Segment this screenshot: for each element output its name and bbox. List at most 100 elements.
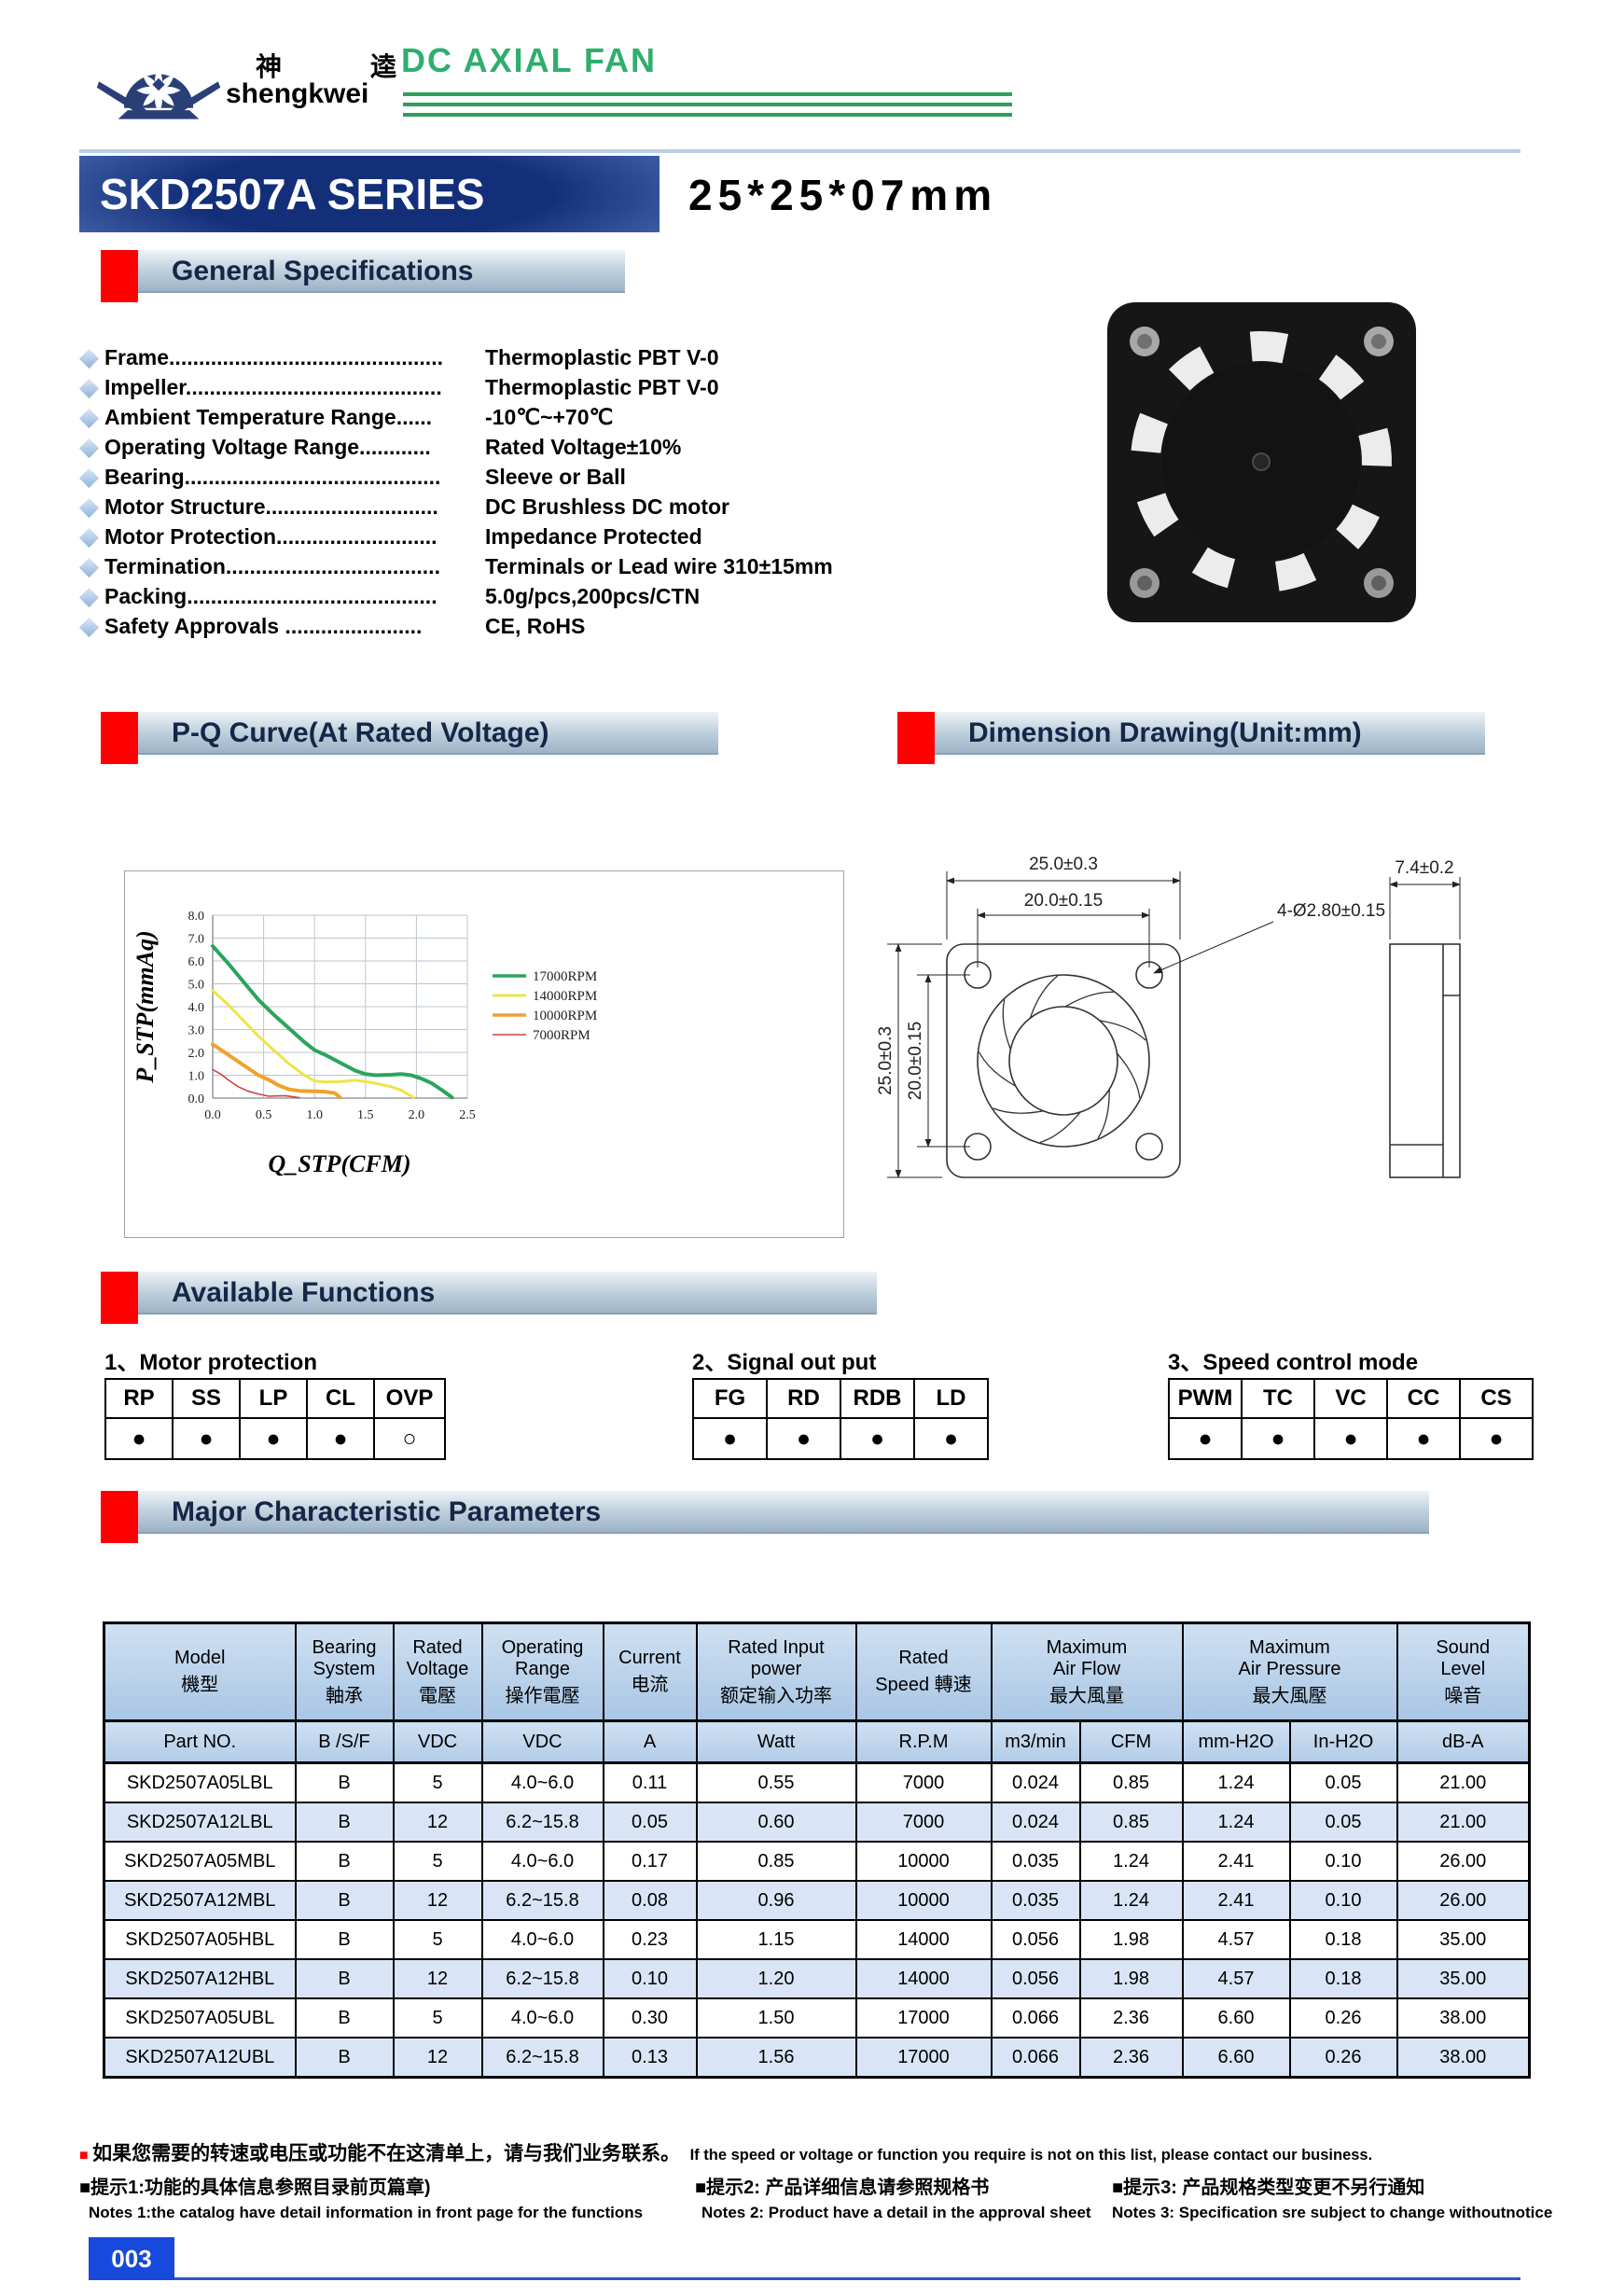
- series-title: SKD2507A SERIES: [79, 156, 660, 232]
- section-marker: [101, 1491, 138, 1543]
- param-data-cell: SKD2507A05MBL: [103, 1841, 297, 1882]
- param-data-cell: 0.30: [602, 1997, 698, 2039]
- param-data-cell: 1.24: [1181, 1802, 1291, 1843]
- param-unit-cell: Part NO.: [103, 1719, 297, 1764]
- param-unit-cell: Watt: [695, 1719, 857, 1764]
- param-data-cell: 2.36: [1078, 2037, 1184, 2079]
- param-data-cell: 7000: [854, 1802, 993, 1843]
- spec-row: Impeller................................…: [78, 375, 922, 405]
- param-unit-cell: m3/min: [990, 1719, 1081, 1764]
- spec-value: 5.0g/pcs,200pcs/CTN: [485, 584, 701, 608]
- svg-text:2.5: 2.5: [459, 1108, 476, 1122]
- function-code: OVP: [373, 1378, 446, 1419]
- green-rule-3: [403, 113, 1012, 117]
- param-data-cell: 0.11: [602, 1761, 698, 1803]
- spec-label: Motor Structure.........................…: [104, 494, 438, 519]
- param-header-cell: Maximum Air Pressure 最大風壓: [1181, 1621, 1398, 1722]
- svg-text:6.0: 6.0: [188, 955, 205, 969]
- section-title-dimension: Dimension Drawing(Unit:mm): [935, 712, 1485, 755]
- param-data-cell: 1.24: [1078, 1880, 1184, 1921]
- svg-text:17000RPM: 17000RPM: [533, 969, 597, 984]
- param-data-cell: 6.2~15.8: [480, 1802, 604, 1843]
- param-data-cell: 12: [392, 2037, 483, 2079]
- function-group-title: 1、Motor protection: [104, 1350, 317, 1375]
- param-header-cell: Maximum Air Flow 最大風量: [990, 1621, 1184, 1722]
- spec-label: Ambient Temperature Range......: [104, 405, 433, 429]
- contact-note-en: If the speed or voltage or function you …: [689, 2147, 1373, 2164]
- note-3: Notes 3: Specification sre subject to ch…: [1112, 2204, 1553, 2221]
- param-data-cell: 6.2~15.8: [480, 1958, 604, 1999]
- function-group-title: 2、Signal out put: [692, 1350, 877, 1375]
- param-data-cell: B: [294, 1919, 395, 1960]
- param-data-cell: 14000: [854, 1958, 993, 1999]
- param-data-cell: 2.41: [1181, 1880, 1291, 1921]
- param-data-cell: 4.0~6.0: [480, 1919, 604, 1960]
- param-data-cell: 0.60: [695, 1802, 857, 1843]
- param-data-cell: 4.57: [1181, 1919, 1291, 1960]
- param-data-row: SKD2507A05LBL B 5 4.0~6.0 0.11 0.55 7000 0.024 0…: [103, 1761, 1531, 1803]
- param-data-cell: 17000: [854, 1997, 993, 2039]
- function-code: RD: [766, 1378, 841, 1419]
- param-data-cell: 1.15: [695, 1919, 857, 1960]
- function-table: RP SS LP CL OVP ● ● ● ● ○: [104, 1378, 446, 1460]
- green-rule-1: [403, 92, 1012, 96]
- function-availability-mark: ●: [1386, 1417, 1461, 1460]
- function-availability-mark: ●: [1459, 1417, 1534, 1460]
- dim-holes: 4-Ø2.80±0.15: [1277, 901, 1385, 921]
- dim-depth: 7.4±0.2: [1395, 858, 1453, 878]
- param-data-cell: 0.23: [602, 1919, 698, 1960]
- param-data-cell: 0.066: [990, 1997, 1081, 2039]
- param-data-cell: 38.00: [1396, 1997, 1531, 2039]
- logo-cn-right: 逵: [370, 52, 397, 81]
- param-data-cell: B: [294, 1802, 395, 1843]
- param-data-cell: 0.056: [990, 1919, 1081, 1960]
- red-square-marker: ■: [79, 2148, 89, 2164]
- spec-row: Safety Approvals .......................…: [78, 614, 922, 644]
- param-data-cell: 0.024: [990, 1761, 1081, 1803]
- param-data-cell: 26.00: [1396, 1880, 1531, 1921]
- section-marker: [101, 1272, 138, 1324]
- param-data-cell: 0.05: [1288, 1802, 1398, 1843]
- spec-row: Operating Voltage Range............ Rated…: [78, 435, 922, 465]
- parameters-table-wrap: Model 機型 Bearing System 軸承 Rated Voltage 電壓 Oper…: [103, 1621, 1532, 2079]
- function-availability-mark: ●: [692, 1417, 768, 1460]
- param-data-cell: B: [294, 1958, 395, 1999]
- size-title: 25*25*07mm: [688, 171, 998, 219]
- function-availability-mark: ●: [913, 1417, 989, 1460]
- param-data-cell: 6.60: [1181, 1997, 1291, 2039]
- note-1: Notes 1:the catalog have detail informat…: [89, 2204, 644, 2221]
- function-code: LD: [913, 1378, 989, 1419]
- dimension-drawing: 25.0±0.3 20.0±0.15 4-Ø2.80±0.15 7.4±0.2 …: [876, 855, 1461, 1178]
- param-data-cell: SKD2507A05UBL: [103, 1997, 297, 2039]
- param-data-cell: 0.035: [990, 1841, 1081, 1882]
- diamond-bullet-icon: [78, 438, 100, 459]
- function-code: FG: [692, 1378, 768, 1419]
- param-data-cell: 1.50: [695, 1997, 857, 2039]
- param-unit-cell: dB-A: [1396, 1719, 1531, 1764]
- param-data-cell: 35.00: [1396, 1958, 1531, 1999]
- param-header-cell: Rated Voltage 電壓: [392, 1621, 483, 1722]
- param-data-cell: 6.2~15.8: [480, 2037, 604, 2079]
- function-code: CS: [1459, 1378, 1534, 1419]
- param-data-row: SKD2507A05HBL B 5 4.0~6.0 0.23 1.15 14000 0.056…: [103, 1919, 1531, 1960]
- spec-value: Impedance Protected: [485, 524, 702, 549]
- param-data-cell: 5: [392, 1761, 483, 1803]
- svg-text:Q_STP(CFM): Q_STP(CFM): [268, 1150, 410, 1177]
- spec-value: Sleeve or Ball: [485, 465, 626, 489]
- param-data-cell: 4.0~6.0: [480, 1761, 604, 1803]
- function-code: VC: [1313, 1378, 1388, 1419]
- param-data-cell: 0.17: [602, 1841, 698, 1882]
- spec-label: Motor Protection........................…: [104, 524, 437, 549]
- section-marker: [101, 712, 138, 764]
- param-data-cell: SKD2507A12MBL: [103, 1880, 297, 1921]
- param-data-row: SKD2507A12MBL B 12 6.2~15.8 0.08 0.96 10000 0.0…: [103, 1880, 1531, 1921]
- svg-text:2.0: 2.0: [188, 1047, 205, 1061]
- diamond-bullet-icon: [78, 497, 100, 519]
- spec-label: Impeller................................…: [104, 375, 442, 399]
- spec-value: Thermoplastic PBT V-0: [485, 375, 719, 399]
- param-data-cell: 10000: [854, 1880, 993, 1921]
- footer-rule: [89, 2277, 1521, 2280]
- function-code: LP: [239, 1378, 308, 1419]
- diamond-bullet-icon: [78, 527, 100, 549]
- param-unit-cell: VDC: [480, 1719, 604, 1764]
